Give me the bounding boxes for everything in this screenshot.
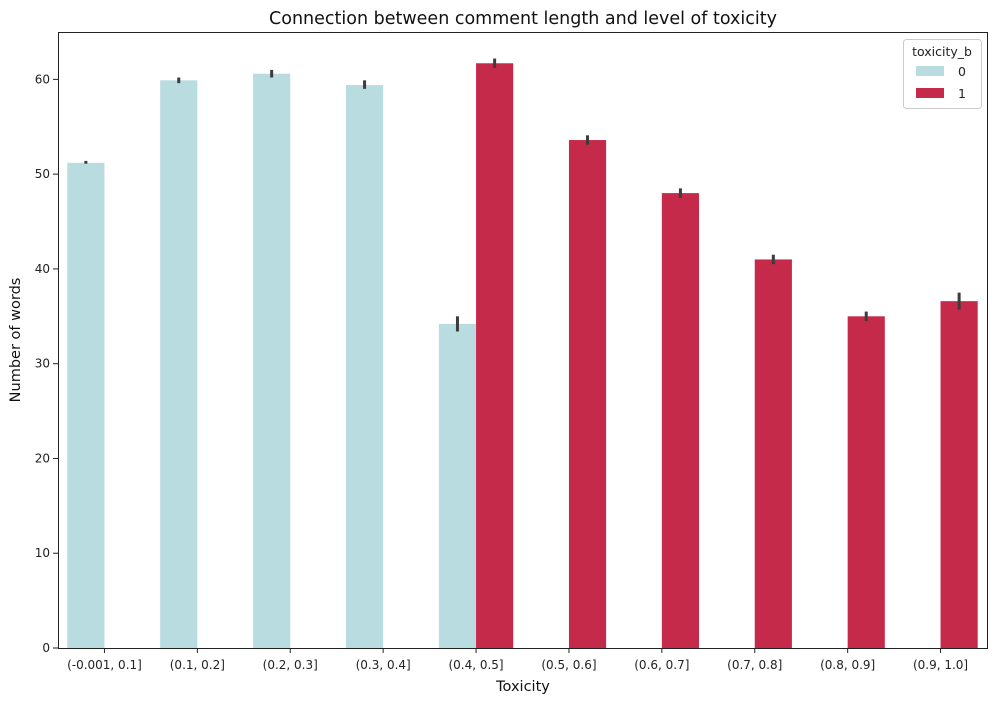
legend-swatch [916, 66, 944, 76]
x-tick-label: (0.7, 0.8] [727, 658, 782, 672]
x-tick-label: (0.3, 0.4] [356, 658, 411, 672]
bar [754, 259, 792, 648]
y-tick-label: 60 [35, 72, 50, 86]
y-tick-label: 10 [35, 546, 50, 560]
bar [253, 73, 291, 648]
x-tick-label: (0.6, 0.7] [634, 658, 689, 672]
bar [160, 80, 198, 649]
y-tick-label: 40 [35, 262, 50, 276]
y-tick-label: 20 [35, 451, 50, 465]
legend-swatch [916, 88, 944, 98]
bar [67, 162, 105, 648]
y-tick-label: 30 [35, 357, 50, 371]
bar [568, 140, 607, 648]
legend: toxicity_b 0 1 [903, 39, 982, 109]
x-tick-label: (0.2, 0.3] [263, 658, 318, 672]
bar [345, 85, 384, 648]
x-tick-label: (0.1, 0.2] [170, 658, 225, 672]
x-axis-title: Toxicity [495, 679, 550, 695]
error-bars-group [84, 58, 961, 332]
y-axis: 0 10 20 30 40 50 60 [35, 72, 58, 655]
legend-title: toxicity_b [912, 44, 972, 59]
plot-frame [58, 32, 988, 649]
y-tick-label: 50 [35, 167, 50, 181]
x-tick-label: (0.5, 0.6] [541, 658, 596, 672]
chart-title: Connection between comment length and le… [269, 9, 777, 29]
bar [661, 193, 700, 648]
x-axis: (-0.001, 0.1] (0.1, 0.2] (0.2, 0.3] (0.3, 0… [67, 648, 968, 672]
bar [940, 301, 978, 648]
x-tick-label: (0.8, 0.9] [820, 658, 875, 672]
bar [438, 323, 477, 648]
y-tick-label: 0 [42, 641, 50, 655]
bar [476, 63, 514, 648]
x-tick-label: (0.4, 0.5] [448, 658, 503, 672]
bar [847, 316, 885, 648]
bars-group [67, 63, 978, 649]
x-tick-label: (-0.001, 0.1] [67, 658, 142, 672]
y-axis-title: Number of words [8, 278, 24, 403]
x-tick-label: (0.9, 1.0] [913, 658, 968, 672]
legend-label: 0 [958, 64, 966, 79]
legend-label: 1 [958, 86, 966, 101]
